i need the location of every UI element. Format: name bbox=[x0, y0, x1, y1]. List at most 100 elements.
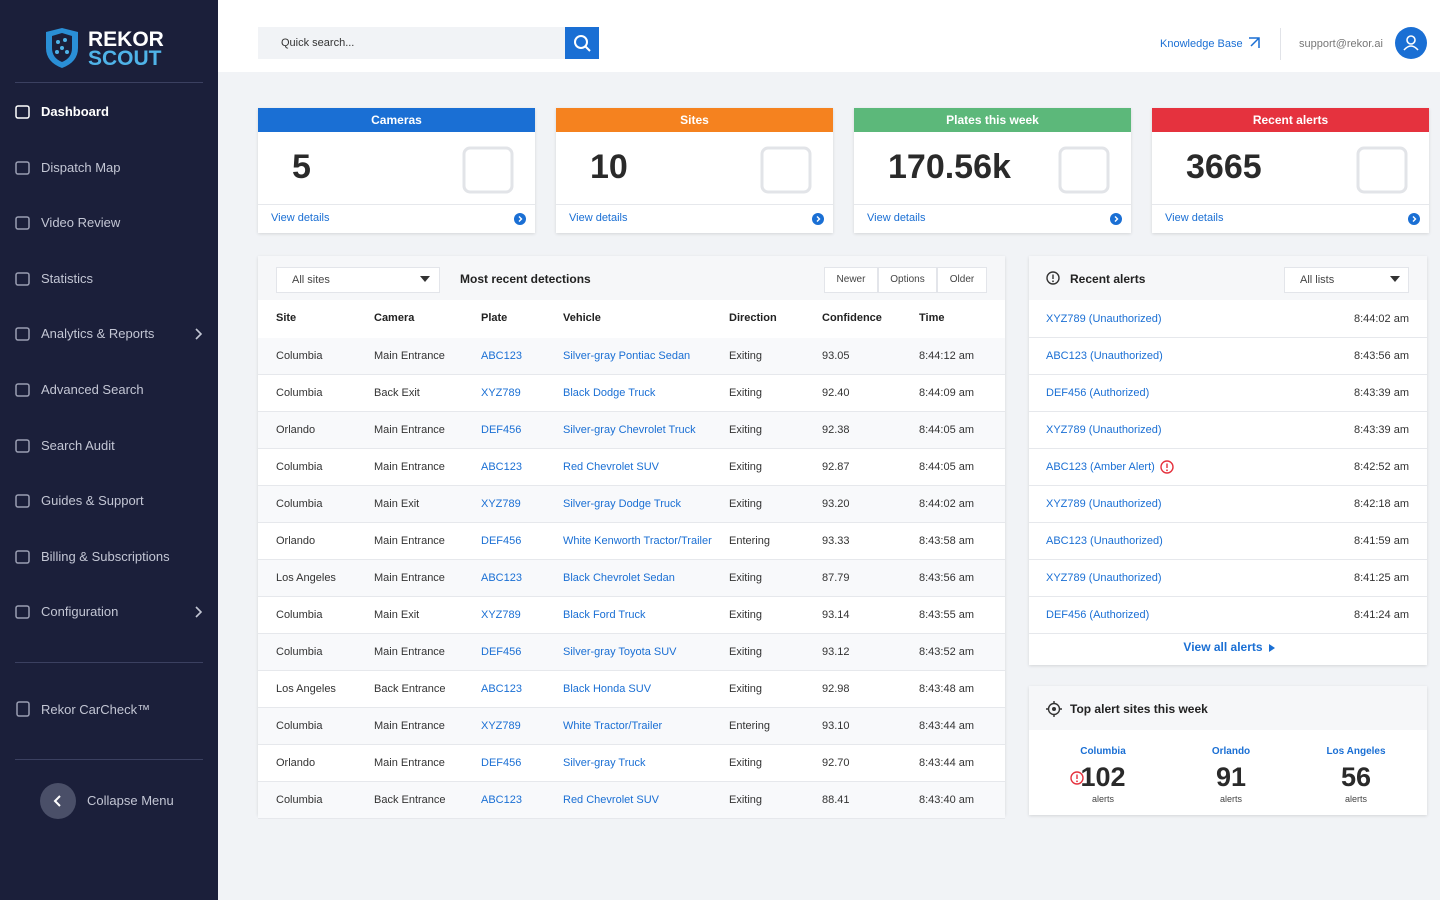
table-cell[interactable]: DEF456 bbox=[481, 535, 522, 547]
collapse-button[interactable] bbox=[39, 782, 77, 820]
table-cell: Back Entrance bbox=[374, 794, 446, 806]
table-cell[interactable]: ABC123 bbox=[481, 572, 522, 584]
table-cell: Exiting bbox=[729, 609, 763, 621]
nav-item[interactable]: Statistics bbox=[41, 271, 94, 286]
table-cell: Columbia bbox=[276, 646, 323, 658]
summary-card: Sites 10 View details bbox=[556, 108, 833, 233]
alert-row bbox=[1029, 375, 1427, 412]
table-cell[interactable]: ABC123 bbox=[481, 683, 522, 695]
pager-button[interactable]: Options bbox=[878, 267, 937, 293]
pager-button[interactable]: Newer bbox=[824, 267, 878, 293]
alert-link[interactable]: DEF456 (Authorized) bbox=[1046, 609, 1150, 621]
view-details-link[interactable]: View details bbox=[271, 212, 330, 224]
nav-item[interactable]: Advanced Search bbox=[41, 382, 144, 397]
alert-row bbox=[1029, 301, 1427, 338]
table-cell[interactable]: DEF456 bbox=[481, 424, 522, 436]
table-cell[interactable]: White Tractor/Trailer bbox=[563, 720, 663, 732]
nav-item[interactable]: Video Review bbox=[41, 215, 121, 230]
table-cell: Exiting bbox=[729, 794, 763, 806]
table-cell[interactable]: XYZ789 bbox=[481, 387, 521, 399]
support-email[interactable]: support@rekor.ai bbox=[1299, 38, 1383, 50]
nav-icon bbox=[15, 605, 30, 619]
alert-link[interactable]: ABC123 (Unauthorized) bbox=[1046, 535, 1163, 547]
card-title: Recent alerts bbox=[1152, 108, 1429, 132]
table-cell[interactable]: Red Chevrolet SUV bbox=[563, 794, 659, 806]
avatar[interactable] bbox=[1395, 27, 1427, 59]
table-cell[interactable]: ABC123 bbox=[481, 461, 522, 473]
table-cell: Los Angeles bbox=[276, 683, 336, 695]
list-filter[interactable]: All lists bbox=[1284, 267, 1409, 293]
panel-title: Top alert sites this week bbox=[1070, 702, 1208, 716]
table-cell: 92.38 bbox=[822, 424, 850, 436]
table-cell: 93.14 bbox=[822, 609, 850, 621]
table-cell: 8:43:52 am bbox=[919, 646, 975, 658]
table-cell: Columbia bbox=[276, 461, 323, 473]
alert-link[interactable]: XYZ789 (Unauthorized) bbox=[1046, 424, 1162, 436]
table-cell[interactable]: Black Chevrolet Sedan bbox=[563, 572, 675, 584]
table-cell[interactable]: Silver-gray Pontiac Sedan bbox=[563, 350, 691, 362]
summary-card: Cameras 5 View details bbox=[258, 108, 535, 233]
alert-link[interactable]: XYZ789 (Unauthorized) bbox=[1046, 572, 1162, 584]
table-cell[interactable]: Black Ford Truck bbox=[563, 609, 646, 621]
alert-link[interactable]: ABC123 (Unauthorized) bbox=[1046, 350, 1163, 362]
table-cell: Columbia bbox=[276, 498, 323, 510]
carcheck-icon bbox=[16, 701, 30, 717]
alert-time: 8:42:52 am bbox=[1353, 461, 1409, 473]
table-cell: 8:44:02 am bbox=[919, 498, 975, 510]
nav-item[interactable]: Dispatch Map bbox=[41, 160, 121, 175]
alert-link[interactable]: XYZ789 (Unauthorized) bbox=[1046, 498, 1162, 510]
view-all-alerts[interactable]: View all alerts bbox=[1183, 640, 1263, 654]
alert-link[interactable]: DEF456 (Authorized) bbox=[1046, 387, 1150, 399]
search-input[interactable]: Quick search... bbox=[258, 27, 565, 59]
panel-title: Most recent detections bbox=[460, 272, 591, 286]
panel-title: Recent alerts bbox=[1070, 272, 1146, 286]
table-cell[interactable]: Silver-gray Dodge Truck bbox=[563, 498, 681, 510]
nav-icon bbox=[15, 272, 30, 286]
table-cell[interactable]: XYZ789 bbox=[481, 498, 521, 510]
external-icon bbox=[1249, 37, 1260, 48]
view-details-link[interactable]: View details bbox=[569, 212, 628, 224]
table-cell[interactable]: DEF456 bbox=[481, 757, 522, 769]
panel-header bbox=[1029, 686, 1427, 730]
table-cell[interactable]: ABC123 bbox=[481, 794, 522, 806]
nav-chevron bbox=[195, 606, 203, 618]
sidebar: REKOR SCOUT Rekor CarCheck™ Collapse Men… bbox=[0, 0, 218, 900]
top-bar: Quick search... Knowledge Base support@r… bbox=[218, 0, 1440, 72]
collapse-label[interactable]: Collapse Menu bbox=[87, 793, 174, 808]
knowledge-base-link[interactable]: Knowledge Base bbox=[1160, 38, 1243, 50]
table-cell: 8:44:05 am bbox=[919, 424, 975, 436]
card-title: Plates this week bbox=[854, 108, 1131, 132]
table-cell[interactable]: Silver-gray Toyota SUV bbox=[563, 646, 677, 658]
nav-item[interactable]: Guides & Support bbox=[41, 493, 144, 508]
table-cell[interactable]: Silver-gray Chevrolet Truck bbox=[563, 424, 696, 436]
table-cell: 92.40 bbox=[822, 387, 850, 399]
alert-link[interactable]: XYZ789 (Unauthorized) bbox=[1046, 313, 1162, 325]
table-cell[interactable]: White Kenworth Tractor/Trailer bbox=[563, 535, 712, 547]
divider bbox=[15, 82, 203, 83]
nav-item[interactable]: Billing & Subscriptions bbox=[41, 549, 170, 564]
site-filter[interactable]: All sites bbox=[276, 267, 440, 293]
pager-button[interactable]: Older bbox=[937, 267, 987, 293]
table-cell[interactable]: ABC123 bbox=[481, 350, 522, 362]
nav-item[interactable]: Dashboard bbox=[41, 104, 109, 119]
table-cell[interactable]: XYZ789 bbox=[481, 720, 521, 732]
table-cell[interactable]: XYZ789 bbox=[481, 609, 521, 621]
table-cell[interactable]: Red Chevrolet SUV bbox=[563, 461, 659, 473]
nav-item[interactable]: Rekor CarCheck™ bbox=[41, 702, 151, 717]
column-header: Direction bbox=[729, 312, 777, 324]
table-cell: Main Entrance bbox=[374, 720, 445, 732]
search-button[interactable] bbox=[565, 27, 599, 59]
nav-item[interactable]: Analytics & Reports bbox=[41, 326, 155, 341]
table-cell[interactable]: Silver-gray Truck bbox=[563, 757, 646, 769]
site-unit: alerts bbox=[1091, 794, 1114, 804]
view-details-link[interactable]: View details bbox=[1165, 212, 1224, 224]
nav-item[interactable]: Search Audit bbox=[41, 438, 115, 453]
nav-item[interactable]: Configuration bbox=[41, 604, 119, 619]
table-cell[interactable]: Black Dodge Truck bbox=[563, 387, 656, 399]
table-cell[interactable]: Black Honda SUV bbox=[563, 683, 652, 695]
view-details-link[interactable]: View details bbox=[867, 212, 926, 224]
card-value: 10 bbox=[590, 148, 628, 186]
alert-link[interactable]: ABC123 (Amber Alert) bbox=[1046, 461, 1155, 473]
table-cell: 8:43:40 am bbox=[919, 794, 975, 806]
table-cell[interactable]: DEF456 bbox=[481, 646, 522, 658]
